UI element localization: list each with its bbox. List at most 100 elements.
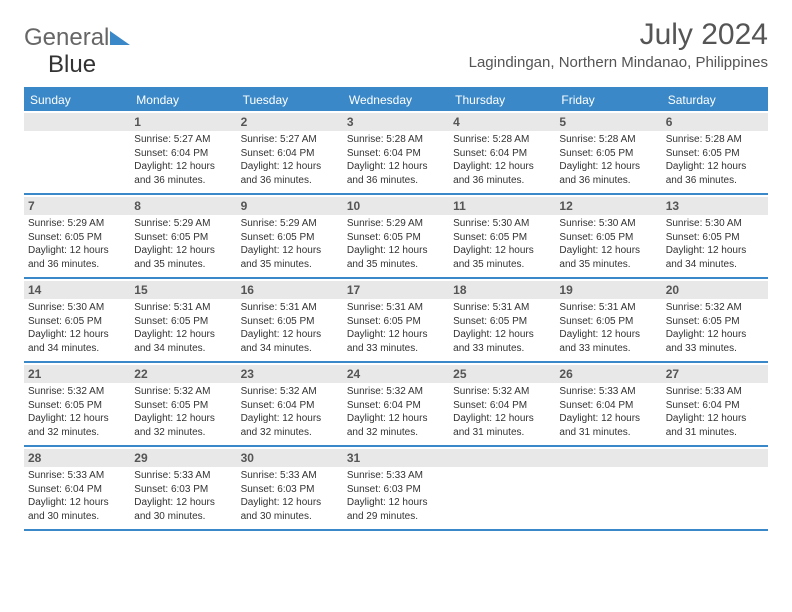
day-number: 24 [343, 365, 449, 383]
daylight-text: Daylight: 12 hours and 36 minutes. [559, 160, 657, 187]
day-cell: 24Sunrise: 5:32 AMSunset: 6:04 PMDayligh… [343, 363, 449, 445]
day-cell: 4Sunrise: 5:28 AMSunset: 6:04 PMDaylight… [449, 111, 555, 193]
sunrise-text: Sunrise: 5:33 AM [134, 469, 232, 483]
day-details: Sunrise: 5:31 AMSunset: 6:05 PMDaylight:… [559, 301, 657, 355]
day-number: 31 [343, 449, 449, 467]
day-cell: 8Sunrise: 5:29 AMSunset: 6:05 PMDaylight… [130, 195, 236, 277]
day-number: 20 [662, 281, 768, 299]
day-number: 1 [130, 113, 236, 131]
day-number: 9 [237, 197, 343, 215]
sunset-text: Sunset: 6:05 PM [453, 315, 551, 329]
sunset-text: Sunset: 6:05 PM [347, 231, 445, 245]
sunrise-text: Sunrise: 5:30 AM [453, 217, 551, 231]
day-number [24, 113, 130, 131]
day-number: 3 [343, 113, 449, 131]
day-cell: 25Sunrise: 5:32 AMSunset: 6:04 PMDayligh… [449, 363, 555, 445]
day-details: Sunrise: 5:29 AMSunset: 6:05 PMDaylight:… [347, 217, 445, 271]
sunset-text: Sunset: 6:03 PM [134, 483, 232, 497]
logo-text-2: Blue [48, 51, 96, 78]
day-cell: 30 Sunrise: 5:33 AMSunset: 6:03 PMDayligh… [237, 447, 343, 529]
day-number: 25 [449, 365, 555, 383]
day-cell: 14Sunrise: 5:30 AMSunset: 6:05 PMDayligh… [24, 279, 130, 361]
day-number: 21 [24, 365, 130, 383]
daylight-text: Daylight: 12 hours and 31 minutes. [559, 412, 657, 439]
day-number [449, 449, 555, 467]
day-cell: 2Sunrise: 5:27 AMSunset: 6:04 PMDaylight… [237, 111, 343, 193]
month-title: July 2024 [469, 18, 768, 52]
daylight-text: Daylight: 12 hours and 35 minutes. [559, 244, 657, 271]
day-cell: 31Sunrise: 5:33 AMSunset: 6:03 PMDayligh… [343, 447, 449, 529]
day-details: Sunrise: 5:33 AMSunset: 6:04 PMDaylight:… [559, 385, 657, 439]
daylight-text: Daylight: 12 hours and 33 minutes. [453, 328, 551, 355]
sunset-text: Sunset: 6:05 PM [666, 231, 764, 245]
logo: General [24, 24, 130, 52]
day-cell [662, 447, 768, 529]
week-row: 21Sunrise: 5:32 AMSunset: 6:05 PMDayligh… [24, 363, 768, 447]
daylight-text: Daylight: 12 hours and 34 minutes. [134, 328, 232, 355]
sunrise-text: Sunrise: 5:30 AM [666, 217, 764, 231]
day-number: 10 [343, 197, 449, 215]
day-details: Sunrise: 5:32 AMSunset: 6:04 PMDaylight:… [241, 385, 339, 439]
daylight-text: Daylight: 12 hours and 35 minutes. [453, 244, 551, 271]
daylight-text: Daylight: 12 hours and 32 minutes. [28, 412, 126, 439]
sunrise-text: Sunrise: 5:28 AM [347, 133, 445, 147]
sunset-text: Sunset: 6:05 PM [559, 231, 657, 245]
sunset-text: Sunset: 6:04 PM [559, 399, 657, 413]
daylight-text: Daylight: 12 hours and 33 minutes. [347, 328, 445, 355]
sunset-text: Sunset: 6:05 PM [28, 399, 126, 413]
day-details: Sunrise: 5:33 AMSunset: 6:04 PMDaylight:… [28, 469, 126, 523]
sunrise-text: Sunrise: 5:31 AM [453, 301, 551, 315]
day-details: Sunrise: 5:31 AMSunset: 6:05 PMDaylight:… [453, 301, 551, 355]
sunrise-text: Sunrise: 5:33 AM [241, 469, 339, 483]
daylight-text: Daylight: 12 hours and 34 minutes. [28, 328, 126, 355]
weeks-container: 1 Sunrise: 5:27 AMSunset: 6:04 PMDaylight… [24, 111, 768, 531]
weekday-header: Monday [130, 89, 236, 111]
sunrise-text: Sunrise: 5:32 AM [453, 385, 551, 399]
day-details: Sunrise: 5:33 AMSunset: 6:03 PMDaylight:… [241, 469, 339, 523]
daylight-text: Daylight: 12 hours and 31 minutes. [453, 412, 551, 439]
weekday-header: Wednesday [343, 89, 449, 111]
day-number: 19 [555, 281, 661, 299]
day-number: 23 [237, 365, 343, 383]
day-number: 7 [24, 197, 130, 215]
daylight-text: Daylight: 12 hours and 34 minutes. [666, 244, 764, 271]
day-details: Sunrise: 5:29 AMSunset: 6:05 PMDaylight:… [241, 217, 339, 271]
day-details: Sunrise: 5:28 AMSunset: 6:04 PMDaylight:… [347, 133, 445, 187]
sunrise-text: Sunrise: 5:32 AM [134, 385, 232, 399]
day-number: 12 [555, 197, 661, 215]
day-cell: 9 Sunrise: 5:29 AMSunset: 6:05 PMDaylight… [237, 195, 343, 277]
sunset-text: Sunset: 6:04 PM [134, 147, 232, 161]
sunrise-text: Sunrise: 5:33 AM [666, 385, 764, 399]
day-cell: 17Sunrise: 5:31 AMSunset: 6:05 PMDayligh… [343, 279, 449, 361]
sunrise-text: Sunrise: 5:28 AM [666, 133, 764, 147]
sunrise-text: Sunrise: 5:31 AM [241, 301, 339, 315]
sunset-text: Sunset: 6:04 PM [241, 147, 339, 161]
day-details: Sunrise: 5:28 AMSunset: 6:05 PMDaylight:… [559, 133, 657, 187]
calendar: Sunday Monday Tuesday Wednesday Thursday… [24, 87, 768, 531]
day-number: 30 [237, 449, 343, 467]
sunset-text: Sunset: 6:05 PM [28, 315, 126, 329]
day-number: 22 [130, 365, 236, 383]
daylight-text: Daylight: 12 hours and 35 minutes. [134, 244, 232, 271]
sunrise-text: Sunrise: 5:29 AM [241, 217, 339, 231]
daylight-text: Daylight: 12 hours and 34 minutes. [241, 328, 339, 355]
sunset-text: Sunset: 6:05 PM [134, 315, 232, 329]
day-cell: 18Sunrise: 5:31 AMSunset: 6:05 PMDayligh… [449, 279, 555, 361]
logo-triangle-icon [110, 24, 130, 52]
day-number: 5 [555, 113, 661, 131]
weekday-header: Sunday [24, 89, 130, 111]
day-cell [24, 111, 130, 193]
sunrise-text: Sunrise: 5:30 AM [28, 301, 126, 315]
day-cell: 11Sunrise: 5:30 AMSunset: 6:05 PMDayligh… [449, 195, 555, 277]
daylight-text: Daylight: 12 hours and 36 minutes. [453, 160, 551, 187]
sunset-text: Sunset: 6:05 PM [666, 315, 764, 329]
weekday-header: Saturday [662, 89, 768, 111]
sunset-text: Sunset: 6:04 PM [347, 147, 445, 161]
day-details: Sunrise: 5:27 AMSunset: 6:04 PMDaylight:… [241, 133, 339, 187]
day-cell: 15Sunrise: 5:31 AMSunset: 6:05 PMDayligh… [130, 279, 236, 361]
day-details: Sunrise: 5:30 AMSunset: 6:05 PMDaylight:… [28, 301, 126, 355]
sunrise-text: Sunrise: 5:29 AM [28, 217, 126, 231]
sunset-text: Sunset: 6:04 PM [241, 399, 339, 413]
day-cell: 12Sunrise: 5:30 AMSunset: 6:05 PMDayligh… [555, 195, 661, 277]
sunrise-text: Sunrise: 5:33 AM [559, 385, 657, 399]
